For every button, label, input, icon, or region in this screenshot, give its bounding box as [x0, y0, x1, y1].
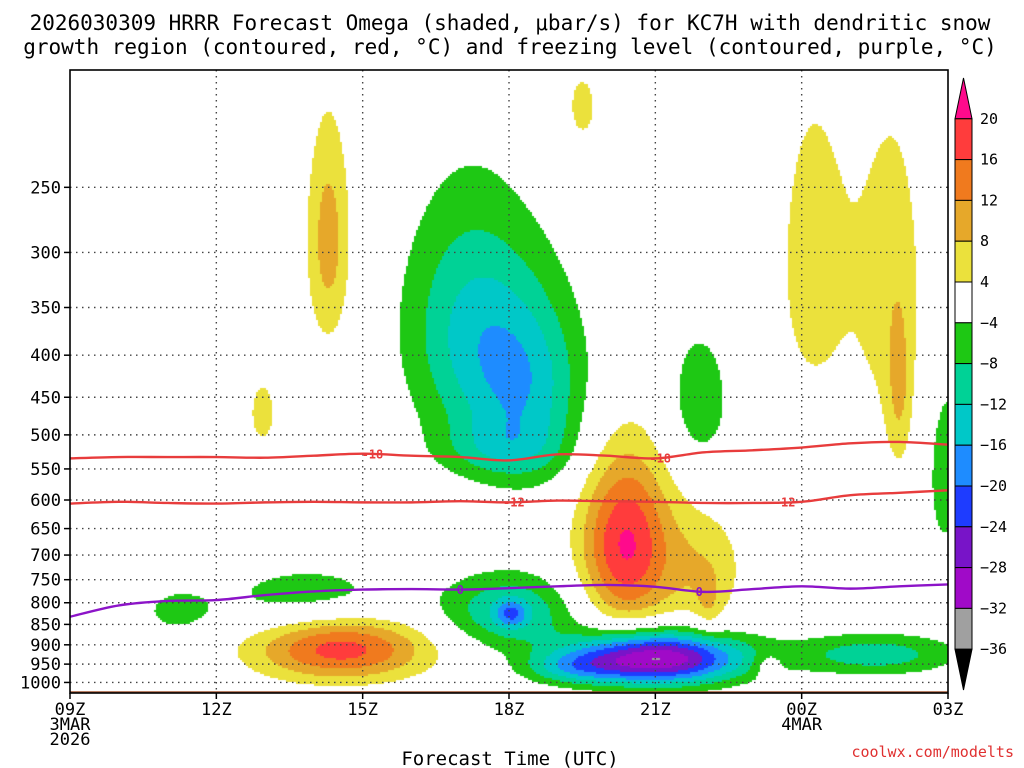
- colorbar-label: 8: [980, 232, 989, 250]
- y-tick-label-800: 800: [30, 594, 61, 614]
- colorbar-swatch: [954, 240, 973, 283]
- colorbar-swatch-bottom: [954, 648, 973, 691]
- y-tick-label-400: 400: [30, 346, 61, 366]
- y-tick-label-1000: 1000: [20, 673, 61, 693]
- y-tick-label-850: 850: [30, 615, 61, 635]
- colorbar-label: −28: [980, 559, 1007, 577]
- y-tick-label-950: 950: [30, 655, 61, 675]
- title-line-2: growth region (contoured, red, °C) and f…: [23, 35, 997, 59]
- y-tick-label-750: 750: [30, 571, 61, 591]
- title-line-1: 2026030309 HRRR Forecast Omega (shaded, …: [30, 11, 991, 35]
- y-tick-label-550: 550: [30, 460, 61, 480]
- contour-line-0: [70, 583, 948, 618]
- y-tick-label-450: 450: [30, 388, 61, 408]
- colorbar: 20 16 12 8 4 −4 −8 −12 −16 −20 −24 −28 −32 −36: [954, 77, 1007, 691]
- colorbar-label: 12: [980, 191, 998, 209]
- colorbar-label: −20: [980, 477, 1007, 495]
- x-tick-label-00Z: 00Z: [786, 700, 817, 720]
- contour-label--18: -18: [649, 451, 671, 465]
- contour-label--12: -12: [774, 496, 796, 510]
- colorbar-label: 20: [980, 110, 998, 128]
- colorbar-swatch: [954, 281, 973, 324]
- x-tick-label-09Z-1: 3MAR: [50, 715, 92, 735]
- x-tick-label-12Z: 12Z: [201, 700, 232, 720]
- colorbar-label: −36: [980, 640, 1007, 658]
- colorbar-swatch: [954, 159, 973, 201]
- colorbar-swatch: [954, 444, 973, 487]
- axes: 2503003504004505005506006507007508008509…: [20, 69, 964, 750]
- contour-label--12: -12: [503, 496, 525, 510]
- colorbar-label: 16: [980, 151, 998, 169]
- y-tick-label-300: 300: [30, 243, 61, 263]
- y-tick-label-600: 600: [30, 491, 61, 511]
- colorbar-swatch: [954, 607, 973, 650]
- x-tick-label-09Z: 09Z: [55, 700, 86, 720]
- colorbar-swatch-top: [954, 77, 973, 120]
- terrain-surface: [70, 691, 948, 693]
- colorbar-label: −8: [980, 355, 998, 373]
- x-tick-label-00Z-1: 4MAR: [781, 715, 823, 735]
- x-tick-label-18Z: 18Z: [494, 700, 525, 720]
- colorbar-label: −12: [980, 395, 1007, 413]
- y-tick-label-350: 350: [30, 298, 61, 318]
- contour-label-0: 0: [457, 583, 464, 597]
- x-tick-label-15Z: 15Z: [347, 700, 378, 720]
- colorbar-label: −32: [980, 599, 1007, 617]
- x-tick-label-03Z: 03Z: [933, 700, 964, 720]
- temperature-contours: -18 -18 -12 -12 0 0: [70, 440, 948, 618]
- y-tick-label-250: 250: [30, 178, 61, 198]
- contour-line--12: [70, 489, 948, 505]
- colorbar-swatch: [954, 567, 973, 609]
- colorbar-label: −24: [980, 518, 1007, 536]
- colorbar-label: 4: [980, 273, 989, 291]
- grid-lines: [70, 70, 948, 693]
- x-axis-label: Forecast Time (UTC): [401, 748, 618, 768]
- contour-line--18: [70, 440, 948, 462]
- x-tick-label-09Z-2: 2026: [50, 730, 91, 750]
- colorbar-swatch: [954, 199, 973, 242]
- contour-label-0: 0: [696, 585, 703, 599]
- colorbar-label: −4: [980, 314, 998, 332]
- colorbar-swatch: [954, 322, 973, 365]
- colorbar-swatch: [954, 403, 973, 446]
- y-tick-label-500: 500: [30, 426, 61, 446]
- terrain-band: [70, 691, 948, 693]
- colorbar-swatch: [954, 363, 973, 405]
- y-tick-label-700: 700: [30, 546, 61, 566]
- chart-title: 2026030309 HRRR Forecast Omega (shaded, …: [23, 11, 997, 59]
- colorbar-swatch: [954, 526, 973, 569]
- contour-label--18: -18: [362, 448, 384, 462]
- colorbar-label: −16: [980, 436, 1007, 454]
- y-tick-label-650: 650: [30, 520, 61, 540]
- y-tick-label-900: 900: [30, 636, 61, 656]
- credit-link[interactable]: coolwx.com/modelts: [851, 743, 1014, 761]
- x-tick-label-21Z: 21Z: [640, 700, 671, 720]
- colorbar-swatch: [954, 485, 973, 528]
- colorbar-swatch: [954, 118, 973, 161]
